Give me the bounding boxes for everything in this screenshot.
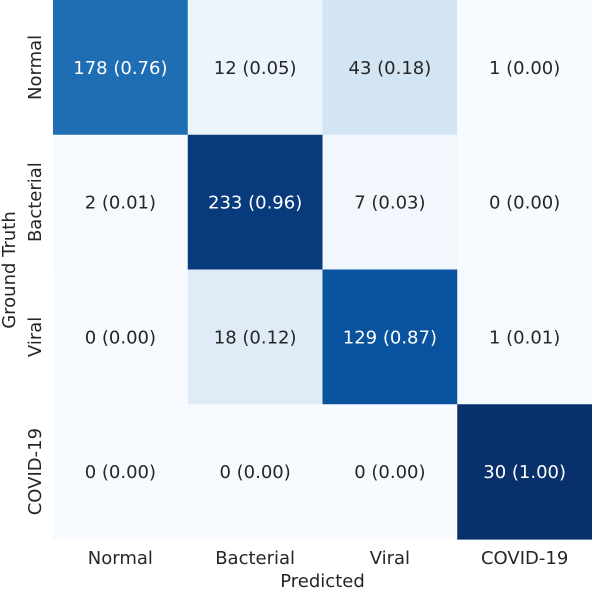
y-tick-label: COVID-19 — [25, 428, 46, 515]
x-tick-label: Viral — [370, 548, 410, 569]
cell-label-2-3: 1 (0.01) — [489, 327, 560, 348]
y-tick-label: Viral — [25, 317, 46, 357]
cell-annotations: 178 (0.76) 12 (0.05) 43 (0.18) 1 (0.00) 2 (0… — [73, 58, 566, 483]
y-tick-labels: Normal Bacterial Viral COVID-19 — [25, 35, 46, 515]
cell-label-3-0: 0 (0.00) — [85, 462, 156, 483]
cell-label-1-1: 233 (0.96) — [208, 193, 302, 214]
cell-label-1-3: 0 (0.00) — [489, 193, 560, 214]
heatmap-cell-3-0 — [53, 404, 189, 540]
heatmap-cell-2-1 — [187, 269, 324, 405]
heatmap-cell-3-1 — [187, 404, 324, 540]
cell-label-1-0: 2 (0.01) — [85, 193, 156, 214]
heatmap-cell-3-3 — [457, 404, 592, 540]
heatmap-cells — [53, 0, 592, 540]
heatmap-cell-0-0 — [53, 0, 189, 136]
cell-label-0-3: 1 (0.00) — [489, 58, 560, 79]
x-tick-label: COVID-19 — [481, 548, 568, 569]
heatmap-cell-1-1 — [187, 134, 324, 271]
y-tick-label: Normal — [25, 35, 46, 100]
cell-label-1-2: 7 (0.03) — [354, 193, 425, 214]
heatmap-cell-0-1 — [187, 0, 324, 136]
heatmap-cell-2-3 — [457, 269, 592, 405]
heatmap-cell-1-0 — [53, 134, 189, 271]
heatmap-cell-2-2 — [322, 269, 458, 405]
heatmap-cell-0-3 — [457, 0, 592, 136]
cell-label-0-0: 178 (0.76) — [73, 58, 167, 79]
heatmap-cell-1-3 — [457, 134, 592, 271]
cell-label-3-3: 30 (1.00) — [483, 462, 566, 483]
heatmap-cell-2-0 — [53, 269, 189, 405]
heatmap-cell-0-2 — [322, 0, 458, 136]
y-tick-label: Bacterial — [25, 162, 46, 242]
cell-label-3-1: 0 (0.00) — [219, 462, 290, 483]
cell-label-3-2: 0 (0.00) — [354, 462, 425, 483]
y-axis-label: Ground Truth — [0, 211, 20, 329]
heatmap-cell-3-2 — [322, 404, 458, 540]
cell-label-2-2: 129 (0.87) — [343, 327, 437, 348]
x-tick-label: Bacterial — [215, 548, 295, 569]
x-tick-label: Normal — [88, 548, 153, 569]
x-tick-labels: Normal Bacterial Viral COVID-19 — [88, 548, 568, 569]
cell-label-0-1: 12 (0.05) — [214, 58, 297, 79]
cell-label-2-0: 0 (0.00) — [85, 327, 156, 348]
heatmap-cell-1-2 — [322, 134, 458, 271]
cell-label-0-2: 43 (0.18) — [349, 58, 432, 79]
x-axis-label: Predicted — [280, 571, 365, 592]
cell-label-2-1: 18 (0.12) — [214, 327, 297, 348]
